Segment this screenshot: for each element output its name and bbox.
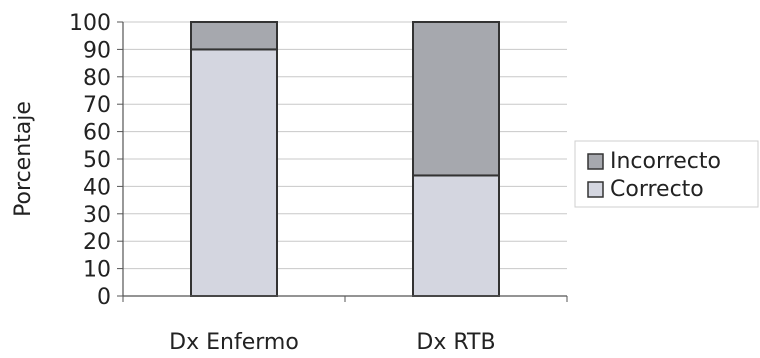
- y-tick-label: 70: [83, 93, 111, 118]
- axes: [117, 21, 568, 302]
- legend-label-incorrecto: Incorrecto: [610, 149, 721, 174]
- legend-swatch-incorrecto: [587, 153, 604, 170]
- bar-correcto-1: [190, 48, 278, 298]
- legend-swatch-correcto: [587, 181, 604, 198]
- legend-label-correcto: Correcto: [610, 177, 704, 202]
- legend-box: [574, 140, 759, 208]
- y-tick-label: 90: [83, 38, 111, 63]
- y-tick-label: 60: [83, 121, 111, 146]
- y-tick-label: 40: [83, 175, 111, 200]
- y-tick-label: 50: [83, 148, 111, 173]
- y-tick-label: 80: [83, 66, 111, 91]
- y-tick-label: 100: [69, 11, 111, 36]
- x-category-labels: Dx Enfermo Dx RTB: [169, 330, 495, 355]
- y-tick-label: 30: [83, 203, 111, 228]
- x-category-label: Dx RTB: [416, 330, 495, 355]
- y-tick-label: 0: [97, 285, 111, 310]
- y-tick-label: 10: [83, 258, 111, 283]
- gridlines: [123, 21, 567, 270]
- x-category-label: Dx Enfermo: [169, 330, 299, 355]
- bar-incorrecto-1: [190, 21, 278, 51]
- bar-incorrecto-2: [412, 21, 500, 177]
- y-axis-label: Porcentaje: [11, 101, 36, 217]
- legend: Incorrecto Correcto: [574, 140, 759, 208]
- y-tick-label: 20: [83, 230, 111, 255]
- bar-correcto-2: [412, 174, 500, 297]
